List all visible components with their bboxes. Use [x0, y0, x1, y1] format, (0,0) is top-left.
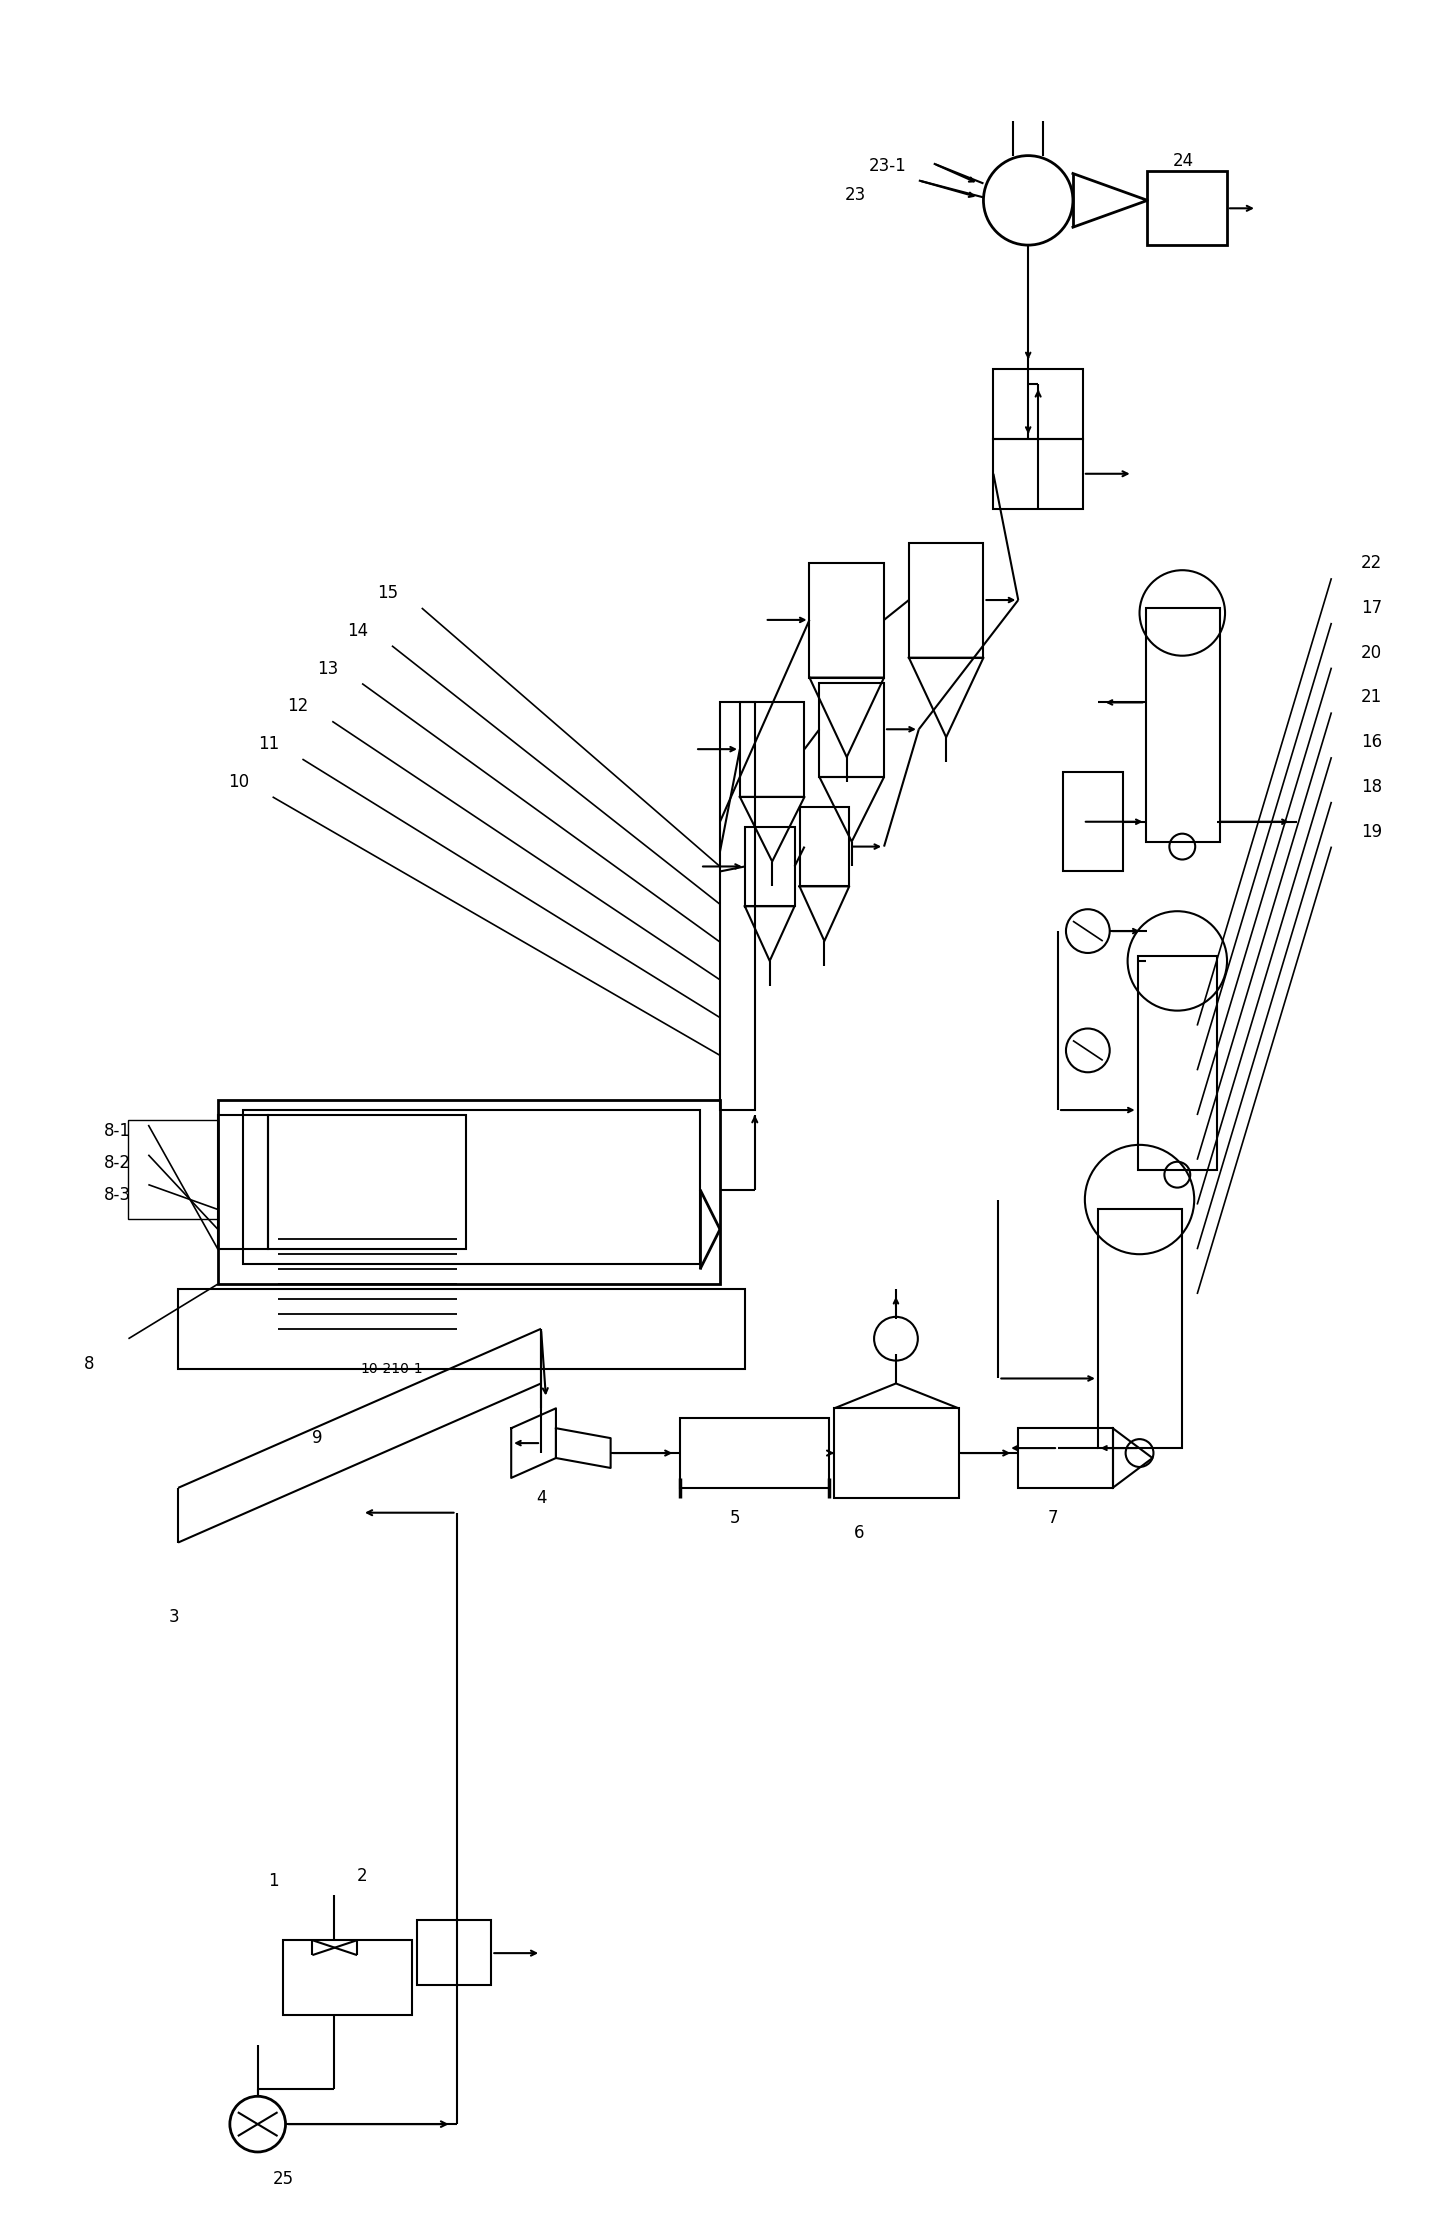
Text: 22: 22	[1361, 555, 1383, 573]
Text: 16: 16	[1361, 734, 1383, 752]
Bar	[283, 1940, 412, 2014]
Text: 13: 13	[317, 660, 339, 678]
Text: 11: 11	[257, 736, 279, 754]
Bar	[178, 1289, 745, 1370]
Bar	[267, 1115, 467, 1249]
Bar	[1018, 1428, 1113, 1488]
Bar	[810, 564, 885, 678]
Bar	[994, 439, 1083, 508]
Text: 7: 7	[1048, 1508, 1058, 1526]
Text: 10-210-1: 10-210-1	[360, 1361, 424, 1376]
Text: 5: 5	[729, 1508, 741, 1526]
Bar	[243, 1110, 701, 1264]
Text: 6: 6	[854, 1524, 864, 1542]
Text: 9: 9	[313, 1430, 323, 1448]
Text: 24: 24	[1172, 152, 1193, 170]
Text: 4: 4	[536, 1488, 547, 1506]
Text: 1: 1	[267, 1871, 279, 1889]
Text: 18: 18	[1361, 779, 1383, 797]
Text: 17: 17	[1361, 600, 1383, 618]
Text: 19: 19	[1361, 824, 1383, 841]
Bar	[416, 1920, 491, 1985]
Text: 8-2: 8-2	[103, 1155, 131, 1173]
Bar	[1063, 772, 1123, 871]
Bar	[834, 1408, 959, 1497]
Bar	[745, 826, 794, 906]
Bar	[681, 1419, 830, 1488]
Bar	[218, 1101, 719, 1285]
Text: 8-1: 8-1	[103, 1121, 131, 1139]
Text: 12: 12	[287, 698, 309, 716]
Bar	[909, 544, 984, 658]
Bar	[128, 1119, 218, 1220]
Text: 23-1: 23-1	[869, 157, 908, 175]
Bar	[740, 703, 804, 797]
Text: 10: 10	[228, 772, 248, 790]
Text: 20: 20	[1361, 645, 1383, 662]
Text: 8: 8	[83, 1354, 95, 1372]
Bar	[820, 683, 885, 777]
Bar	[1097, 1209, 1182, 1448]
Bar	[218, 1115, 267, 1249]
Bar	[1147, 170, 1226, 246]
Bar	[719, 703, 755, 1110]
Bar	[994, 369, 1083, 439]
Bar	[800, 808, 849, 886]
Bar	[1137, 956, 1218, 1170]
Text: 23: 23	[844, 186, 866, 204]
Text: 21: 21	[1361, 689, 1383, 707]
Text: 3: 3	[168, 1609, 180, 1627]
Text: 14: 14	[348, 622, 368, 640]
Text: 25: 25	[273, 2171, 294, 2189]
Text: 15: 15	[378, 584, 398, 602]
Text: 8-3: 8-3	[103, 1186, 131, 1204]
Text: 2: 2	[358, 1866, 368, 1884]
Bar	[1146, 609, 1221, 841]
